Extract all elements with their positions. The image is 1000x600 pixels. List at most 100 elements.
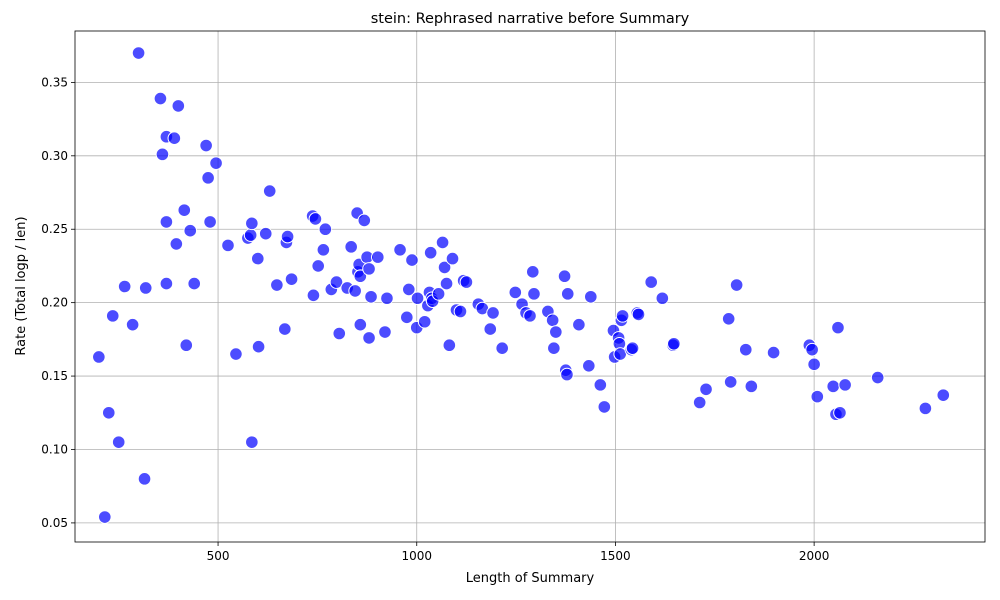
- y-axis-label: Rate (Total logp / len): [14, 216, 29, 355]
- scatter-point: [92, 350, 106, 364]
- y-tick-label: 0.10: [41, 442, 68, 456]
- scatter-point: [459, 275, 474, 289]
- scatter-point: [582, 358, 596, 373]
- scatter-point: [523, 309, 537, 323]
- scatter-point: [155, 147, 170, 162]
- scatter-point: [401, 282, 416, 297]
- scatter-point: [171, 99, 186, 113]
- y-tick-label: 0.25: [41, 222, 68, 236]
- scatter-point: [183, 223, 198, 238]
- scatter-point: [209, 156, 223, 170]
- scatter-point: [692, 395, 707, 410]
- scatter-point: [721, 312, 736, 326]
- scatter-point: [353, 269, 368, 284]
- scatter-point: [405, 253, 419, 267]
- scatter-point: [400, 310, 414, 325]
- scatter-point: [364, 289, 378, 304]
- scatter-point: [177, 203, 192, 217]
- scatter-point: [439, 276, 454, 291]
- scatter-point: [625, 341, 640, 355]
- scatter-point: [329, 275, 344, 289]
- scatter-point: [280, 229, 295, 244]
- scatter-point: [410, 291, 425, 306]
- x-tick-label: 1500: [600, 549, 631, 563]
- scatter-point: [117, 279, 132, 294]
- scatter-point: [332, 326, 347, 341]
- scatter-point: [597, 400, 612, 414]
- scatter-point: [738, 342, 753, 357]
- scatter-point: [262, 184, 277, 198]
- plot-frame: [74, 30, 986, 543]
- x-tick-label: 1000: [401, 549, 432, 563]
- scatter-point: [557, 269, 572, 284]
- scatter-point: [371, 250, 385, 264]
- scatter-point: [831, 320, 845, 335]
- y-tick-label: 0.15: [41, 369, 68, 383]
- scatter-point: [744, 379, 759, 394]
- scatter-point: [486, 306, 500, 320]
- scatter-point: [159, 276, 174, 291]
- scatter-point: [545, 313, 560, 328]
- scatter-point: [169, 237, 184, 251]
- y-tick-label: 0.20: [41, 296, 68, 310]
- scatter-point: [306, 288, 321, 303]
- scatter-point: [631, 307, 646, 322]
- grid-lines: [75, 31, 985, 542]
- scatter-point: [495, 341, 509, 355]
- scatter-point: [435, 235, 450, 250]
- scatter-point: [453, 304, 468, 319]
- scatter-point: [393, 242, 407, 257]
- scatter-point: [583, 289, 598, 304]
- scatter-point: [593, 378, 608, 392]
- scatter-point: [137, 472, 152, 486]
- scatter-point: [667, 336, 681, 351]
- scatter-point: [131, 46, 146, 60]
- scatter-point: [826, 379, 841, 394]
- scatter-point: [655, 291, 670, 306]
- scatter-point: [221, 238, 235, 253]
- scatter-point: [362, 331, 376, 345]
- y-tick-label: 0.30: [41, 149, 68, 163]
- scatter-point: [870, 370, 885, 385]
- y-tick-label: 0.05: [41, 516, 68, 530]
- scatter-point: [250, 251, 265, 266]
- scatter-point: [98, 510, 112, 524]
- scatter-point: [699, 382, 713, 397]
- scatter-point: [229, 347, 243, 361]
- scatter-point: [159, 215, 174, 229]
- scatter-point: [527, 287, 541, 301]
- scatter-point: [380, 291, 394, 306]
- scatter-point: [245, 216, 259, 231]
- chart-title: stein: Rephrased narrative before Summar…: [371, 11, 690, 27]
- scatter-point: [270, 278, 284, 292]
- scatter-point: [251, 339, 266, 354]
- scatter-point: [153, 91, 168, 106]
- scatter-point: [245, 435, 259, 449]
- scatter-point: [445, 251, 460, 266]
- scatter-point: [560, 367, 574, 382]
- scatter-point: [918, 401, 933, 416]
- scatter-point: [508, 285, 523, 300]
- scatter-point: [201, 171, 215, 185]
- scatter-point: [101, 405, 116, 420]
- scatter-point: [615, 309, 630, 323]
- scatter-point: [308, 212, 323, 226]
- data-points: [92, 46, 951, 524]
- scatter-point: [437, 260, 452, 275]
- scatter-point: [187, 276, 202, 291]
- scatter-point: [644, 275, 659, 289]
- scatter-point: [378, 325, 392, 339]
- scatter-point: [549, 325, 563, 339]
- scatter-point: [525, 265, 540, 279]
- scatter-point: [807, 357, 821, 372]
- scatter-point: [431, 287, 446, 301]
- scatter-point: [243, 228, 258, 242]
- scatter-point: [344, 240, 358, 254]
- scatter-point: [833, 405, 847, 420]
- scatter-point: [167, 131, 182, 145]
- scatter-point: [838, 378, 852, 392]
- scatter-point: [284, 272, 299, 286]
- scatter-point: [316, 242, 331, 257]
